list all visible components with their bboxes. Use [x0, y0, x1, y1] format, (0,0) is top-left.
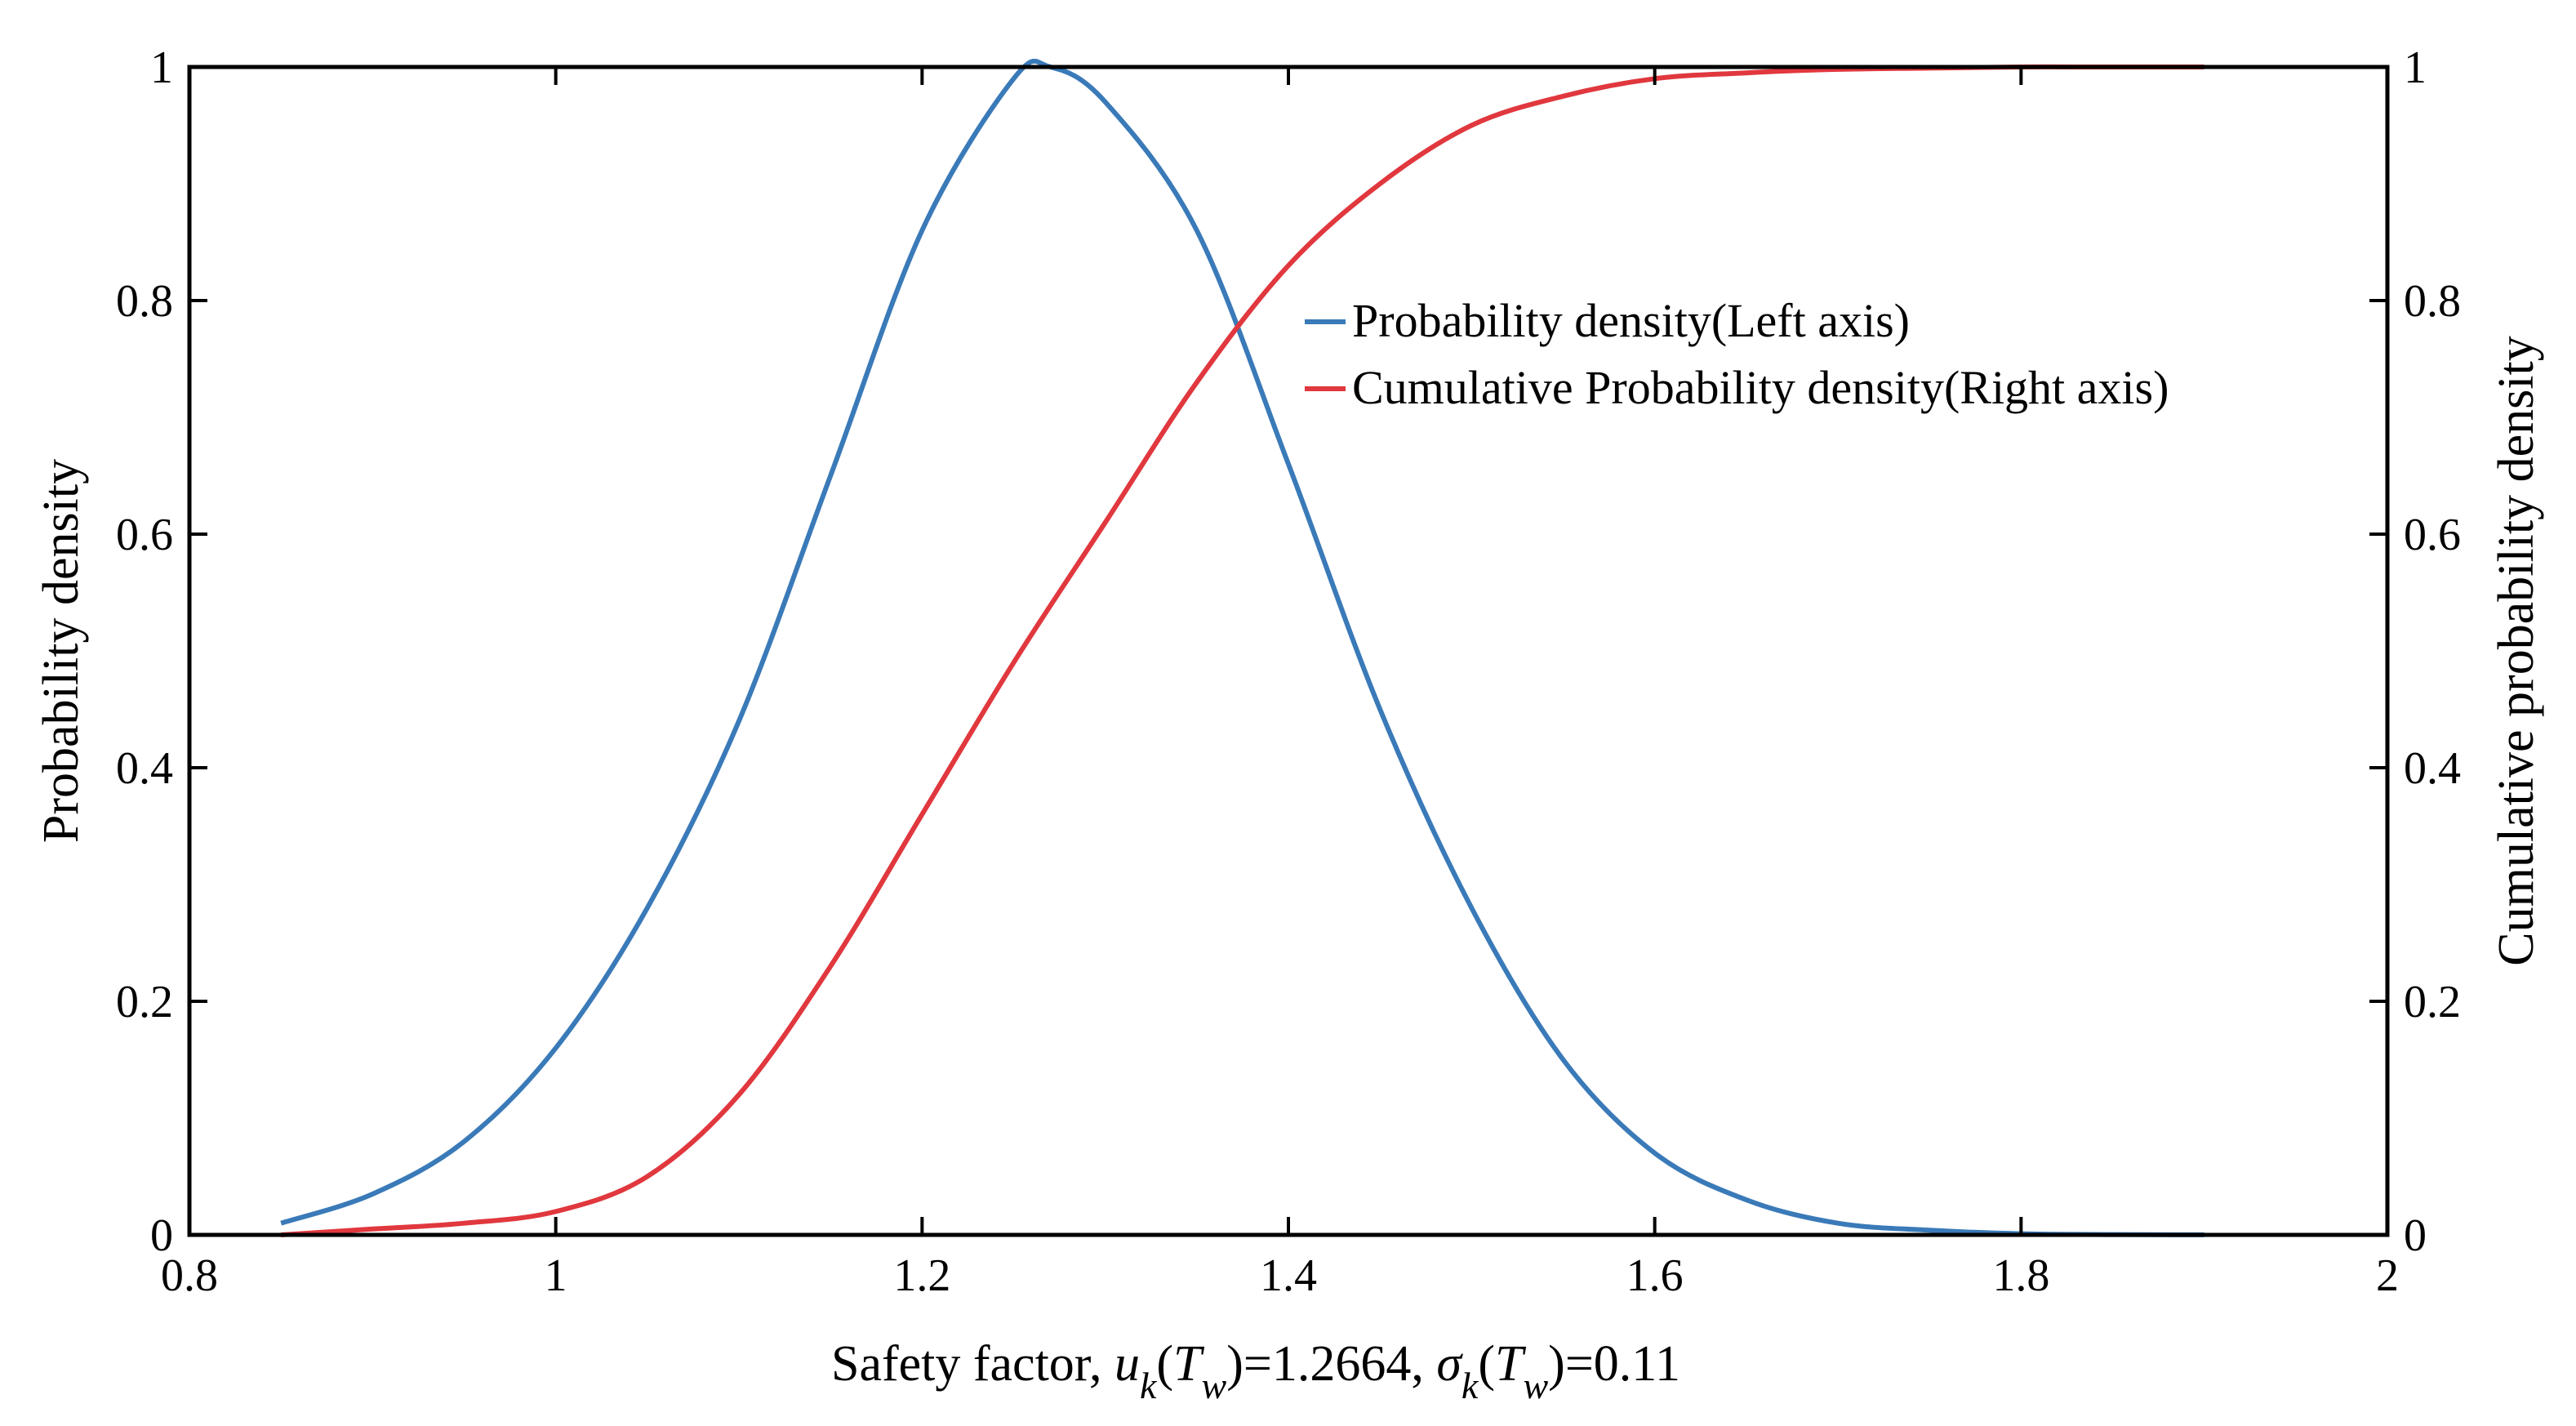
x-tick-label: 1.2	[893, 1250, 950, 1301]
x-axis-title-u: u	[1114, 1336, 1140, 1392]
y-tick-label-right: 0.6	[2404, 510, 2461, 560]
plot-frame	[187, 65, 2390, 1237]
x-axis-title-sub-k: k	[1140, 1365, 1158, 1406]
y-tick-label-left: 0.2	[116, 977, 173, 1027]
x-axis-title-part: )=0.11	[1548, 1336, 1680, 1392]
y-tick-label-right: 0.2	[2404, 977, 2461, 1027]
x-tick-label: 1.6	[1626, 1250, 1684, 1301]
x-axis-title-sub-w: w	[1202, 1365, 1227, 1406]
y-tick-label-right: 1	[2404, 42, 2427, 93]
x-axis-title-sigma: σ	[1436, 1336, 1463, 1392]
x-axis-title-part: (	[1478, 1336, 1495, 1392]
legend: Probability density(Left axis) Cumulativ…	[1305, 294, 2169, 414]
series-probability-density	[280, 58, 2205, 1237]
x-tick-label: 1.4	[1260, 1250, 1317, 1301]
x-tick-label: 0.8	[161, 1250, 218, 1301]
y-axis-right-title: Cumulative probability density	[2489, 336, 2544, 965]
x-tick-label: 1	[545, 1250, 567, 1301]
y-tick-label-left: 0.8	[116, 276, 173, 327]
legend-label-probability-density: Probability density(Left axis)	[1352, 294, 1910, 347]
x-axis-title-sub-k: k	[1462, 1365, 1479, 1406]
x-axis-title: Safety factor, uk(Tw)=1.2664, σk(Tw)=0.1…	[831, 1336, 1680, 1406]
x-axis-title-part: )=1.2664,	[1226, 1336, 1436, 1392]
y-tick-label-left: 1	[150, 42, 173, 93]
series-cumulative-probability	[281, 64, 2205, 1237]
y-tick-label-left: 0.6	[116, 510, 173, 560]
y-tick-label-right: 0.4	[2404, 743, 2461, 794]
y-axis-left-title: Probability density	[33, 459, 89, 843]
x-axis-title-part: (	[1156, 1336, 1173, 1392]
x-axis-title-T: T	[1495, 1336, 1527, 1392]
x-tick-label: 1.8	[1992, 1250, 2049, 1301]
x-axis-title-part: Safety factor,	[831, 1336, 1114, 1392]
y-tick-label-right: 0.8	[2404, 276, 2461, 327]
ticks-layer	[188, 65, 2389, 1237]
x-axis-title-T: T	[1173, 1336, 1205, 1392]
x-axis-title-sub-w: w	[1523, 1365, 1548, 1406]
legend-label-cumulative-probability: Cumulative Probability density(Right axi…	[1352, 361, 2169, 414]
labels-layer: 0.8 1 1.2 1.4 1.6 1.8 200.20.40.60.8100.20.40.…	[116, 42, 2461, 1301]
x-tick-label: 2	[2376, 1250, 2399, 1301]
y-tick-label-right: 0	[2404, 1210, 2427, 1261]
y-tick-label-left: 0	[150, 1210, 173, 1261]
series-layer	[280, 58, 2205, 1237]
y-tick-label-left: 0.4	[116, 743, 173, 794]
